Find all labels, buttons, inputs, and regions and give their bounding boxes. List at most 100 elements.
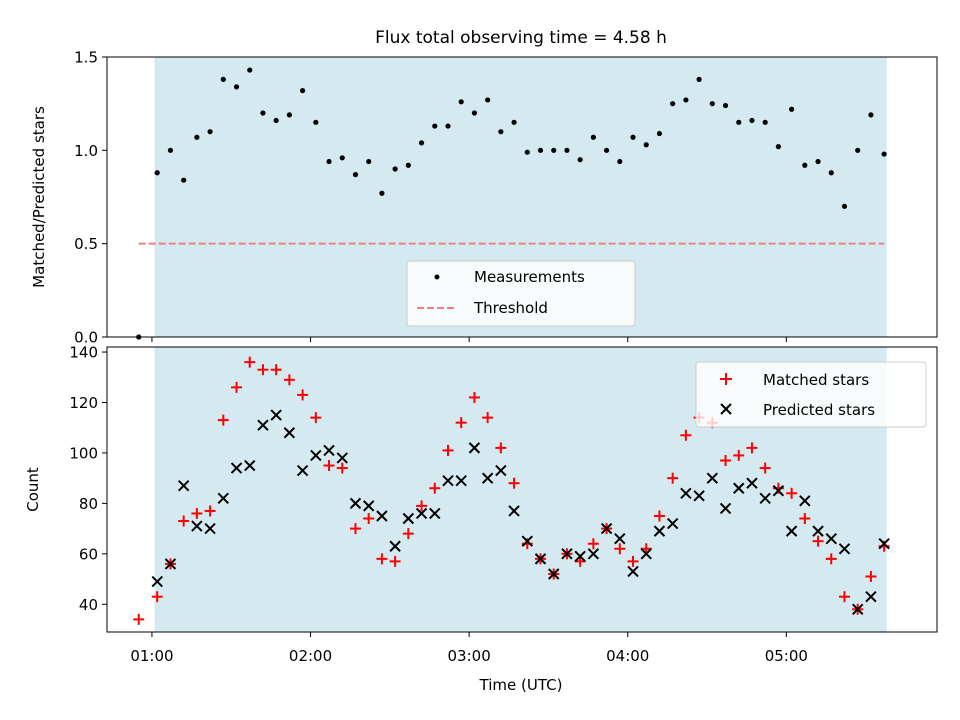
- measurement-point: [656, 130, 663, 137]
- predicted-star-point: [627, 565, 639, 578]
- measurement-point: [194, 134, 200, 140]
- predicted-star-point: [785, 525, 798, 537]
- matched-star-point: [178, 515, 190, 527]
- measurement-point: [683, 97, 689, 103]
- measurement-point: [366, 158, 372, 165]
- flux-ratio-y-axis-label: Matched/Predicted stars: [30, 106, 48, 288]
- y-tick-label: 1.0: [74, 142, 98, 160]
- measurement-point: [233, 84, 240, 90]
- measurement-point: [815, 158, 821, 165]
- star-count-y-axis-label: Count: [24, 467, 42, 512]
- matched-star-point: [133, 613, 145, 625]
- measurement-point: [617, 158, 623, 165]
- matched-star-point: [627, 555, 639, 567]
- predicted-star-point: [177, 480, 190, 492]
- predicted-star-point: [746, 477, 758, 489]
- predicted-star-point: [164, 558, 177, 570]
- matched-star-point: [720, 454, 732, 466]
- predicted-star-point: [270, 409, 282, 421]
- matched-star-point: [587, 538, 599, 550]
- matched-marker-swatch: [720, 373, 732, 385]
- predicted-star-point: [389, 540, 401, 552]
- measurement-point: [736, 119, 742, 125]
- predicted-star-point: [257, 419, 269, 431]
- measurement-point: [722, 102, 729, 109]
- y-tick-label: 80: [79, 495, 98, 513]
- measurement-point: [471, 110, 478, 116]
- measurement-point: [260, 110, 266, 116]
- y-tick-label: 40: [79, 596, 98, 614]
- measurement-point: [220, 76, 226, 82]
- measurement-point: [352, 172, 359, 178]
- measurement-point: [643, 142, 649, 148]
- predicted-star-point: [376, 510, 388, 522]
- measurement-point: [458, 99, 464, 105]
- flux-ratio-panel: 0.0 0.5 1.0 1.5 Matched/Predicted stars Mea…: [30, 49, 938, 347]
- matched-star-point: [217, 414, 229, 426]
- legend-label-predicted: Predicted stars: [763, 401, 875, 419]
- predicted-star-point: [666, 517, 679, 530]
- matched-star-point: [442, 444, 454, 456]
- matched-star-point: [508, 477, 520, 489]
- predicted-star-point: [481, 472, 494, 484]
- y-tick-label: 1.5: [74, 49, 98, 67]
- flux-ratio-legend: Measurements Threshold: [406, 260, 636, 327]
- predicted-star-point: [759, 492, 771, 505]
- matched-star-point: [402, 528, 414, 540]
- measurement-point: [828, 170, 834, 176]
- measurement-point: [286, 112, 292, 118]
- predicted-star-point: [825, 532, 837, 545]
- predicted-star-point: [640, 548, 652, 560]
- y-tick-label: 0.0: [74, 329, 98, 347]
- matched-star-point: [865, 571, 877, 583]
- predicted-star-point: [587, 548, 600, 560]
- legend-label-threshold: Threshold: [473, 299, 548, 317]
- predicted-star-point: [548, 568, 560, 580]
- star-count-legend: Matched stars Predicted stars: [695, 361, 927, 428]
- matched-star-point: [786, 487, 798, 499]
- matched-star-point: [191, 507, 203, 519]
- predicted-star-point: [521, 535, 533, 547]
- matched-star-point: [614, 543, 626, 555]
- matched-star-point: [429, 482, 441, 494]
- measurement-point: [313, 119, 319, 125]
- measurement-point: [577, 157, 583, 163]
- matched-star-point: [204, 505, 216, 517]
- measurement-point: [630, 134, 636, 140]
- predicted-star-point: [706, 472, 719, 484]
- matched-star-point: [746, 442, 758, 454]
- matched-star-point: [336, 462, 348, 474]
- predicted-star-point: [508, 505, 520, 517]
- flux-ratio-axes-frame: [106, 56, 938, 338]
- measurement-marker-swatch: [434, 274, 440, 280]
- predicted-star-point: [191, 520, 203, 532]
- measurement-point: [418, 140, 425, 146]
- predicted-star-point: [680, 487, 692, 499]
- measurement-point: [154, 170, 160, 176]
- predicted-star-point: [574, 550, 586, 563]
- predicted-star-point: [455, 474, 467, 487]
- measurement-point: [247, 67, 253, 73]
- measurement-point: [841, 203, 848, 209]
- predicted-star-point: [772, 485, 785, 497]
- star-count-y-ticks: 40 60 80 100 120 140: [69, 344, 107, 614]
- predicted-star-point: [468, 442, 481, 454]
- measurement-point: [207, 129, 213, 135]
- measurement-point: [749, 117, 755, 124]
- predicted-star-point: [693, 490, 705, 502]
- matched-star-point: [733, 449, 745, 461]
- predicted-star-point: [653, 525, 666, 537]
- matched-star-point: [389, 555, 401, 567]
- predicted-star-point: [878, 538, 890, 550]
- matched-star-point: [653, 510, 665, 522]
- y-tick-label: 120: [69, 394, 98, 412]
- y-tick-label: 140: [69, 344, 98, 362]
- measurement-point: [498, 129, 504, 135]
- measurement-point: [445, 123, 451, 129]
- measurement-point: [300, 88, 306, 94]
- measurement-point: [564, 147, 570, 153]
- x-tick-label: 03:00: [448, 647, 491, 665]
- measurement-point: [762, 119, 768, 125]
- measurement-point: [405, 162, 411, 168]
- matched-star-point: [482, 412, 494, 424]
